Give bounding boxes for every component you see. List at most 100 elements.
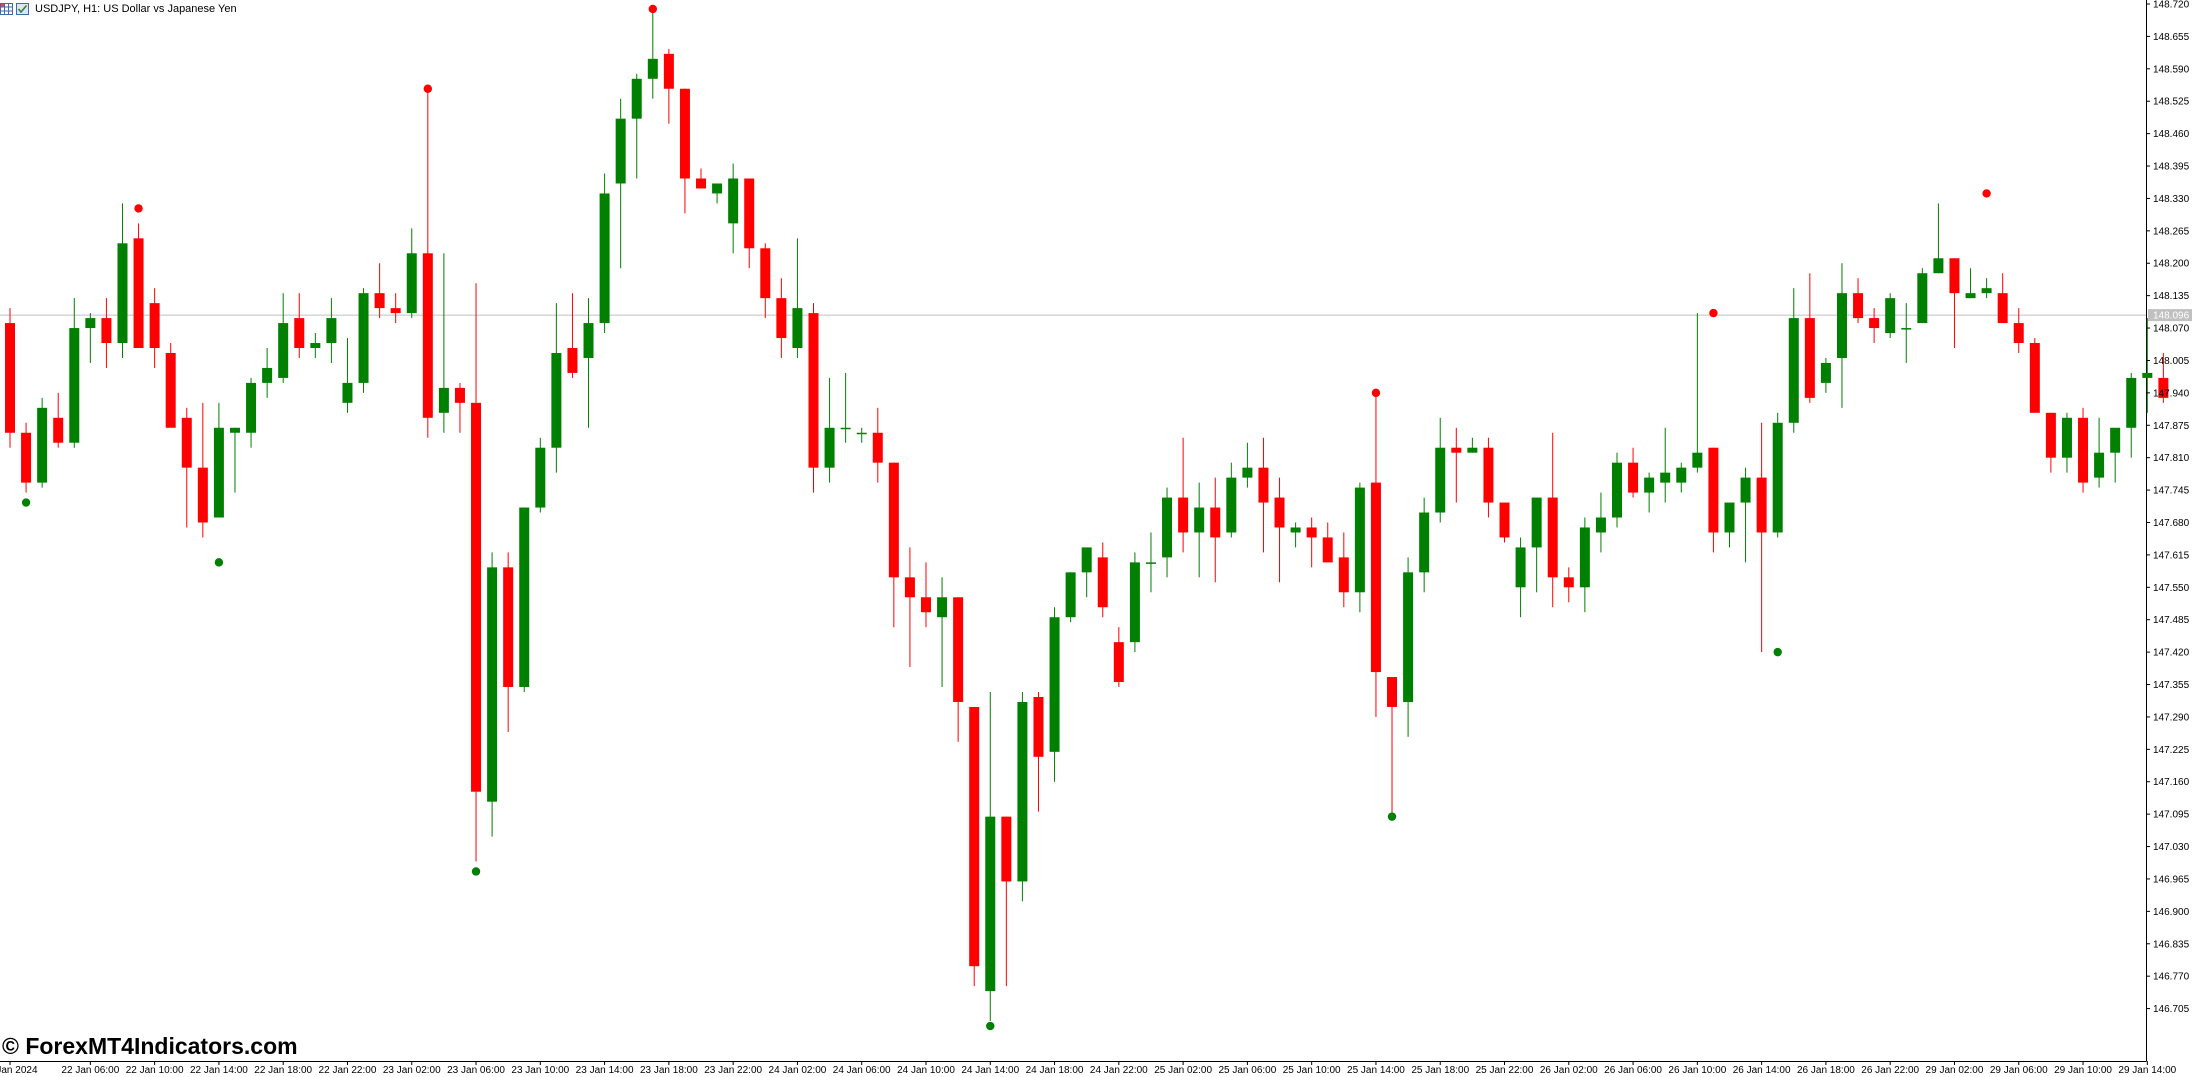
time-tick-label: 22 Jan 2024 (0, 1065, 38, 1076)
bear-candle (133, 238, 144, 348)
price-tick-label: 147.485 (2153, 615, 2190, 626)
bull-candle (85, 318, 96, 329)
bear-candle (390, 308, 401, 314)
time-tick-label: 23 Jan 14:00 (576, 1065, 634, 1076)
price-tick-label: 147.095 (2153, 810, 2190, 821)
bull-candle (1049, 617, 1060, 752)
bull-candle (117, 243, 128, 344)
time-tick-label: 22 Jan 18:00 (254, 1065, 312, 1076)
bull-candle (1965, 293, 1976, 299)
time-tick-label: 26 Jan 06:00 (1604, 1065, 1662, 1076)
time-tick-label: 24 Jan 06:00 (833, 1065, 891, 1076)
signal-dot (214, 558, 224, 567)
bear-candle (808, 313, 819, 468)
bull-candle (1162, 497, 1173, 558)
price-tick-label: 148.200 (2153, 259, 2190, 270)
time-tick-label: 23 Jan 02:00 (383, 1065, 441, 1076)
bear-candle (181, 417, 192, 468)
signal-dot (1982, 189, 1991, 198)
bear-candle (1708, 447, 1719, 533)
bear-candle (953, 597, 964, 702)
bull-candle (1644, 477, 1655, 493)
time-tick-label: 26 Jan 22:00 (1861, 1065, 1919, 1076)
bear-candle (149, 303, 160, 348)
bull-candle (1885, 298, 1896, 334)
bull-candle (1081, 547, 1092, 573)
bear-candle (1370, 482, 1381, 673)
bear-candle (2045, 412, 2056, 458)
time-tick-label: 24 Jan 14:00 (961, 1065, 1019, 1076)
time-tick-label: 26 Jan 02:00 (1540, 1065, 1598, 1076)
chart-check-icon[interactable] (16, 3, 29, 15)
time-tick-label: 22 Jan 22:00 (319, 1065, 377, 1076)
bull-candle (712, 183, 723, 194)
bear-candle (1499, 502, 1510, 538)
price-tick-label: 148.135 (2153, 291, 2190, 302)
time-tick-label: 23 Jan 10:00 (511, 1065, 569, 1076)
price-tick-label: 147.290 (2153, 712, 2190, 723)
chart-grid-icon[interactable] (0, 3, 13, 15)
bull-candle (342, 382, 353, 403)
bull-candle (985, 816, 996, 992)
time-tick-label: 22 Jan 10:00 (126, 1065, 184, 1076)
bear-candle (1997, 293, 2008, 324)
bull-candle (1724, 502, 1735, 533)
bear-candle (1869, 318, 1880, 329)
bull-candle (728, 178, 739, 224)
time-tick-label: 24 Jan 10:00 (897, 1065, 955, 1076)
bear-candle (294, 318, 305, 348)
bull-candle (1194, 507, 1205, 533)
price-tick-label: 148.395 (2153, 162, 2190, 173)
time-tick-label: 23 Jan 22:00 (704, 1065, 762, 1076)
bull-candle (2126, 377, 2137, 428)
bear-candle (679, 88, 690, 179)
time-tick-label: 22 Jan 14:00 (190, 1065, 248, 1076)
bull-candle (229, 427, 240, 433)
bull-candle (583, 323, 594, 358)
bull-candle (2110, 427, 2121, 453)
bull-candle (535, 447, 546, 508)
bear-candle (1306, 527, 1317, 538)
bull-candle (326, 318, 337, 344)
bear-candle (1001, 816, 1012, 882)
signal-dot (423, 84, 433, 93)
bear-candle (1756, 477, 1767, 533)
bear-candle (2029, 343, 2040, 413)
bear-candle (1387, 677, 1398, 707)
bull-candle (438, 387, 449, 413)
bear-candle (1628, 462, 1639, 493)
bear-candle (1178, 497, 1189, 533)
bear-candle (744, 178, 755, 249)
price-tick-label: 147.680 (2153, 518, 2190, 529)
bear-candle (776, 298, 787, 339)
bull-candle (631, 78, 642, 119)
bull-candle (1595, 517, 1606, 533)
bull-candle (1917, 273, 1928, 324)
bull-candle (69, 328, 80, 443)
bull-candle (1065, 572, 1076, 618)
bull-candle (1419, 512, 1430, 573)
current-price-label: 148.096 (2153, 311, 2190, 322)
bear-candle (1563, 577, 1574, 588)
bear-candle (1322, 537, 1333, 563)
bear-candle (663, 53, 674, 89)
bull-candle (1467, 447, 1478, 453)
price-tick-label: 148.070 (2153, 324, 2190, 335)
bear-candle (760, 248, 771, 299)
time-tick-label: 29 Jan 02:00 (1926, 1065, 1984, 1076)
price-tick-label: 147.940 (2153, 388, 2190, 399)
bear-candle (471, 402, 482, 792)
bull-candle (519, 507, 530, 688)
bear-candle (2078, 417, 2089, 483)
bull-candle (937, 597, 948, 618)
bull-candle (1145, 562, 1156, 564)
price-tick-label: 148.460 (2153, 129, 2190, 140)
bear-candle (920, 597, 931, 613)
price-tick-label: 147.745 (2153, 486, 2190, 497)
bear-candle (1258, 467, 1269, 503)
bull-candle (310, 343, 321, 348)
bear-candle (1033, 696, 1044, 757)
bull-candle (1676, 467, 1687, 483)
bear-candle (969, 706, 980, 967)
